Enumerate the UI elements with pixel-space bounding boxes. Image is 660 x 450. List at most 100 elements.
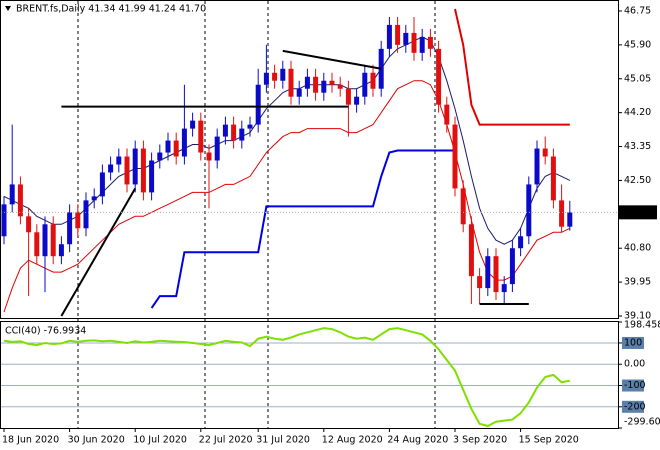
candle-body	[50, 224, 56, 257]
candle-body	[436, 48, 442, 105]
candle-body	[354, 96, 360, 105]
candle-body	[534, 148, 540, 185]
candle-body	[403, 32, 409, 45]
candle-body	[427, 36, 433, 49]
candle-body	[83, 200, 89, 229]
cci-level-tag	[622, 400, 644, 413]
candle-body	[222, 124, 228, 137]
cci-panel	[0, 321, 619, 429]
candle-body	[26, 216, 32, 233]
chart-title: BRENT.fs,Daily 41.34 41.99 41.24 41.70	[16, 4, 206, 15]
candle-body	[239, 128, 245, 141]
y-tick-label: 45.90	[624, 39, 651, 50]
x-tick-label: 22 Jul 2020	[199, 435, 253, 446]
candle-body	[214, 136, 220, 161]
candle-body	[386, 24, 392, 49]
candle-body	[468, 224, 474, 277]
candle-body	[149, 160, 155, 193]
candle-body	[321, 80, 327, 93]
candle-body	[17, 184, 23, 217]
candle-body	[526, 184, 532, 237]
y-tick-label: 46.75	[624, 5, 651, 16]
candle-body	[263, 72, 269, 85]
y-tick-label: 40.80	[624, 243, 651, 254]
candle-body	[337, 84, 343, 89]
candle-body	[75, 212, 81, 229]
trendline	[282, 49, 382, 70]
cci-tick-label: -100	[624, 380, 646, 391]
candle-body	[198, 120, 204, 153]
candle-body	[91, 196, 97, 201]
candle-body	[181, 128, 187, 157]
overlay-line	[3, 36, 571, 245]
cci-tick-label: 0.00	[624, 359, 645, 370]
candle-body	[296, 88, 302, 97]
overlay-line	[3, 80, 571, 313]
trendline	[60, 187, 137, 317]
candle-body	[304, 76, 310, 89]
x-tick-label: 18 Jun 2020	[2, 435, 59, 446]
candle-body	[485, 256, 491, 289]
candle-body	[550, 156, 556, 201]
candle-body	[559, 200, 565, 227]
candle-body	[288, 68, 294, 97]
candle-body	[206, 152, 212, 161]
cci-title: CCI(40) -76.9934	[5, 326, 86, 337]
cci-level-tag	[622, 379, 644, 392]
candle-body	[329, 80, 335, 85]
candle-body	[67, 212, 73, 245]
candle-body	[452, 124, 458, 189]
candle-body	[42, 224, 48, 257]
cci-level-tag	[622, 336, 644, 349]
candle-body	[370, 72, 376, 89]
x-tick-label: 15 Sep 2020	[519, 435, 579, 446]
x-tick-label: 24 Aug 2020	[387, 435, 448, 446]
candle-body	[345, 88, 351, 105]
candle-body	[132, 148, 138, 185]
x-tick-label: 10 Jul 2020	[133, 435, 187, 446]
x-tick-label: 30 Jun 2020	[68, 435, 125, 446]
symbol-icon	[5, 6, 11, 11]
cci-tick-label: 198.4581	[624, 320, 660, 331]
candle-body	[173, 140, 179, 157]
cci-tick-label: -200	[624, 401, 646, 412]
y-tick-label: 45.05	[624, 73, 651, 84]
overlay-line	[454, 8, 570, 126]
cci-line	[3, 327, 571, 428]
candle-body	[34, 232, 40, 257]
candle-body	[395, 24, 401, 45]
candle-body	[116, 156, 122, 165]
candle-body	[190, 120, 196, 129]
candle-body	[460, 188, 466, 225]
candle-body	[493, 256, 499, 293]
candle-body	[157, 152, 163, 161]
last-price-box	[619, 205, 657, 220]
candle-body	[444, 104, 450, 125]
candle-body	[501, 284, 507, 293]
candle-body	[477, 276, 483, 289]
candle-body	[247, 124, 253, 129]
period-separators	[77, 1, 436, 428]
x-tick-label: 3 Sep 2020	[453, 435, 507, 446]
candle-body	[124, 156, 130, 185]
candle-body	[272, 72, 278, 81]
candle-body	[518, 236, 524, 249]
candle-body	[419, 36, 425, 53]
candle-body	[1, 204, 7, 237]
candle-body	[165, 140, 171, 153]
y-tick-label: 42.50	[624, 175, 651, 186]
candle-body	[231, 124, 237, 141]
y-tick-label: 39.10	[624, 311, 651, 322]
candle-body	[58, 244, 64, 257]
last-price-label: 41.70	[624, 207, 651, 218]
y-tick-label: 39.95	[624, 277, 651, 288]
candle-body	[9, 184, 15, 205]
candle-body	[567, 212, 573, 227]
y-tick-label: 44.20	[624, 107, 651, 118]
x-tick-label: 12 Aug 2020	[322, 435, 383, 446]
price-panel	[0, 0, 619, 319]
candle-body	[542, 148, 548, 157]
cci-tick-label: -299.603	[624, 417, 660, 428]
